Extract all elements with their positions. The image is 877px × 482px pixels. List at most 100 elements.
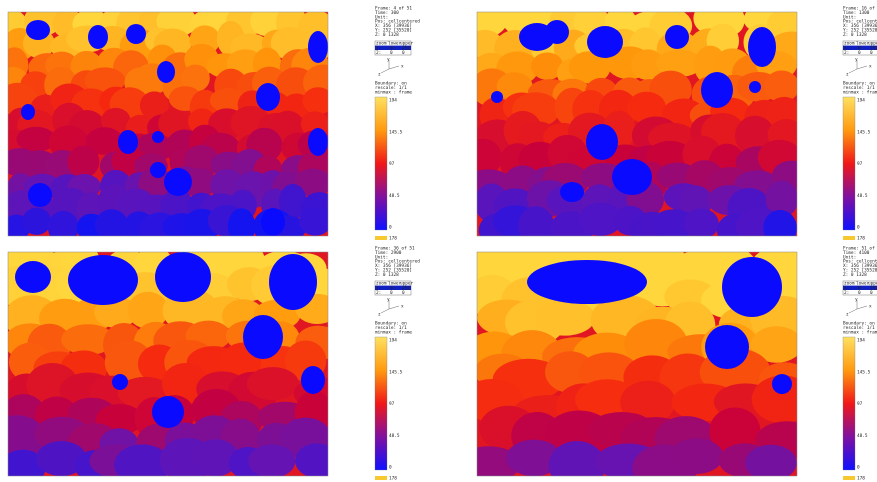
colorbar-tick: 145.5 xyxy=(389,369,403,375)
grain xyxy=(67,146,99,178)
colorbar-tick: 48.5 xyxy=(857,193,868,199)
blue-grain xyxy=(301,366,325,394)
swatch-label: 178 xyxy=(389,476,397,482)
colorbar-tick: 194 xyxy=(389,98,397,104)
colorbar-tick: 194 xyxy=(857,338,865,344)
table-cell: 0 xyxy=(390,290,393,296)
info-line: Z: 0 1328 xyxy=(375,272,399,278)
table-cell: 0 xyxy=(870,50,873,56)
colorbar-tick: 145.5 xyxy=(389,129,403,135)
grain xyxy=(745,445,797,481)
axis-label: x xyxy=(869,65,872,70)
blue-grain xyxy=(21,104,35,120)
axis-label: z xyxy=(846,313,849,318)
panel: Frame: 36 of 51Time: 2900Unit:Pos: cellc… xyxy=(0,241,420,482)
colorbar xyxy=(843,97,855,230)
table-cell: 2: xyxy=(376,50,381,56)
info-line: Z: 0 1328 xyxy=(375,32,399,38)
blue-grain xyxy=(665,25,689,49)
blue-grain xyxy=(152,131,164,143)
colorbar-tick: 0 xyxy=(857,225,860,231)
info-line: Z: 0 1328 xyxy=(843,32,867,38)
axis-line xyxy=(389,306,399,309)
blue-grain xyxy=(701,72,733,108)
blue-grain xyxy=(126,24,146,44)
swatch-label: 178 xyxy=(857,236,865,242)
colorbar-tick: 48.5 xyxy=(389,433,400,439)
blue-grain xyxy=(587,26,623,58)
colorbar-tick: 194 xyxy=(857,98,865,104)
grain xyxy=(48,211,79,244)
blue-grain xyxy=(155,252,211,302)
blue-grain xyxy=(527,260,647,304)
grain-map xyxy=(456,238,818,482)
blue-grain xyxy=(261,208,285,236)
blue-grain xyxy=(150,162,166,178)
blue-grain xyxy=(269,254,317,310)
colorbar-tick: 97 xyxy=(389,161,395,167)
blue-grain xyxy=(26,20,50,40)
info-line: Z: 0 1328 xyxy=(843,272,867,278)
table-cell: 2: xyxy=(844,290,849,296)
blue-grain xyxy=(491,91,503,103)
blue-grain xyxy=(152,396,184,428)
axis-line xyxy=(381,309,389,313)
grain xyxy=(228,208,256,244)
axis-line xyxy=(849,69,857,73)
swatch xyxy=(375,236,387,240)
screenshot: Frame: 4 of 51Time: 300Unit:Pos: cellcen… xyxy=(0,0,877,482)
blue-grain xyxy=(772,374,792,394)
blue-grain xyxy=(28,183,52,207)
table-cell: 2: xyxy=(376,290,381,296)
colorbar xyxy=(375,97,387,230)
blue-grain xyxy=(118,130,138,154)
swatch-label: 178 xyxy=(389,236,397,242)
axis-line xyxy=(381,69,389,73)
axis-line xyxy=(389,66,399,69)
axis-label: y xyxy=(387,298,390,303)
axis-line xyxy=(857,306,867,309)
grain xyxy=(295,443,339,478)
grain xyxy=(518,206,554,245)
grain xyxy=(22,208,51,235)
table-cell: 0 xyxy=(402,290,405,296)
colorbar-tick: 145.5 xyxy=(857,129,871,135)
axis-label: z xyxy=(846,73,849,78)
blue-grain xyxy=(112,374,128,390)
blue-grain xyxy=(243,315,283,359)
table-cell: 0 xyxy=(870,290,873,296)
grain xyxy=(670,438,724,474)
blue-grain xyxy=(308,128,328,156)
blue-grain xyxy=(748,27,776,67)
blue-grain xyxy=(157,61,175,83)
grain xyxy=(248,444,295,477)
swatch-label: 178 xyxy=(857,476,865,482)
grain xyxy=(684,208,719,239)
grain-map xyxy=(0,241,348,482)
setting-line: minmax : frame xyxy=(843,329,877,335)
colorbar-tick: 194 xyxy=(389,338,397,344)
table-cell: 0 xyxy=(390,50,393,56)
blue-grain xyxy=(308,31,328,63)
blue-grain xyxy=(560,182,584,202)
blue-grain xyxy=(586,124,618,160)
colorbar-tick: 97 xyxy=(389,401,395,407)
grain xyxy=(299,207,331,235)
colorbar xyxy=(375,337,387,470)
setting-line: minmax : frame xyxy=(843,89,877,95)
setting-line: minmax : frame xyxy=(375,89,412,95)
axis-label: x xyxy=(869,305,872,310)
axis-label: y xyxy=(855,298,858,303)
blue-grain xyxy=(88,25,108,49)
axis-line xyxy=(857,66,867,69)
blue-grain xyxy=(519,23,555,51)
table-cell: 0 xyxy=(858,50,861,56)
blue-grain xyxy=(722,257,782,317)
colorbar-tick: 97 xyxy=(857,161,863,167)
colorbar-tick: 48.5 xyxy=(389,193,400,199)
axis-label: y xyxy=(855,58,858,63)
blue-grain xyxy=(164,168,192,196)
blue-grain xyxy=(68,255,138,305)
